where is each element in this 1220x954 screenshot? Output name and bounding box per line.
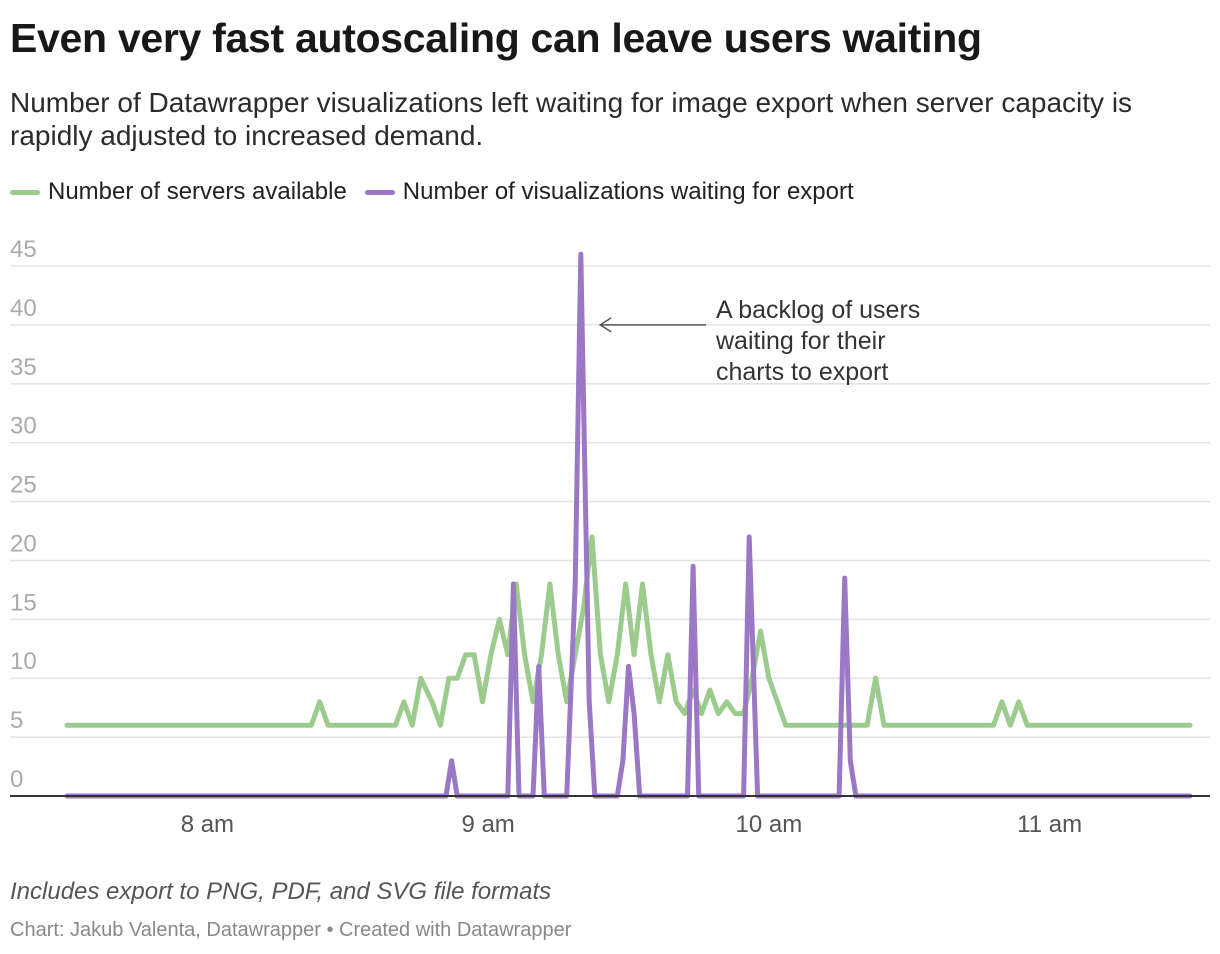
y-tick-label-5: 5	[10, 707, 23, 734]
chart-notes: Includes export to PNG, PDF, and SVG fil…	[10, 878, 552, 905]
y-tick-label-30: 30	[10, 413, 37, 440]
y-tick-label-10: 10	[10, 648, 37, 675]
y-tick-label-0: 0	[10, 766, 23, 793]
x-tick-label-11: 11 am	[1017, 811, 1082, 838]
x-tick-label-10: 10 am	[736, 811, 803, 838]
y-tick-label-25: 25	[10, 472, 37, 499]
legend-label-waiting: Number of visualizations waiting for exp…	[402, 178, 854, 205]
annotation-arrow-head	[598, 317, 612, 333]
legend-item-servers: Number of servers available	[10, 178, 347, 206]
legend: Number of servers available Number of vi…	[10, 178, 872, 206]
x-tick-label-8: 8 am	[181, 811, 234, 838]
annotation-text-line-2: waiting for their	[715, 327, 886, 355]
legend-swatch-waiting	[364, 189, 395, 195]
annotation-text-line-1: A backlog of users	[716, 296, 920, 324]
y-tick-label-40: 40	[10, 295, 37, 322]
series-line-servers	[64, 534, 1193, 728]
legend-swatch-servers	[10, 189, 40, 195]
legend-label-servers: Number of servers available	[48, 178, 347, 205]
x-tick-label-9: 9 am	[461, 811, 514, 838]
y-tick-label-45: 45	[10, 236, 37, 263]
y-tick-label-35: 35	[10, 354, 37, 381]
series-line-waiting	[64, 251, 1193, 799]
legend-item-waiting: Number of visualizations waiting for exp…	[364, 178, 854, 206]
y-tick-label-15: 15	[10, 589, 37, 616]
chart-subtitle: Number of Datawrapper visualizations lef…	[10, 87, 1133, 151]
chart-title: Even very fast autoscaling can leave use…	[10, 15, 982, 61]
y-tick-label-20: 20	[10, 530, 37, 557]
chart-byline: Chart: Jakub Valenta, Datawrapper • Crea…	[10, 919, 572, 941]
annotation-text-line-3: charts to export	[716, 358, 888, 386]
